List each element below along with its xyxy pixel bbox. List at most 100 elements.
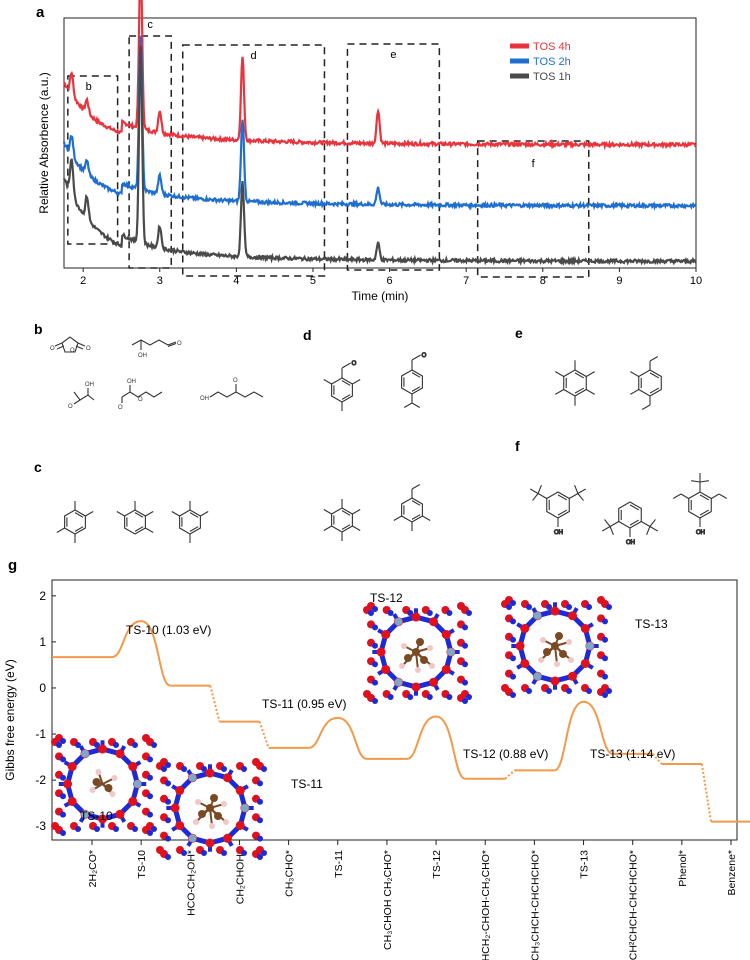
- aluminum-atom: [510, 673, 516, 680]
- hydrogen-atom: [427, 645, 433, 651]
- aluminum-atom: [566, 604, 572, 610]
- chromatogram-x-ticks: 2 3 4 5 6 7 8 9 10: [80, 268, 702, 287]
- panel-label-g: g: [8, 557, 17, 574]
- aluminum-atom: [602, 618, 608, 625]
- aluminum-atom: [510, 618, 516, 625]
- hydrogen-atom: [415, 667, 421, 673]
- aluminum-atom: [586, 604, 592, 610]
- ts10-barrier-label: TS-10 (1.03 eV): [126, 623, 211, 637]
- x-category-label: CH₃CHOHCH₂-CHOH-CH₂CHO*: [480, 850, 492, 960]
- molecules-d: OO: [323, 352, 431, 541]
- silicon-atom: [188, 834, 197, 843]
- molecules-b: [54, 336, 264, 405]
- silicon-atom: [240, 804, 249, 812]
- aluminum-atom: [602, 636, 608, 643]
- aluminum-atom: [606, 688, 612, 694]
- x-tick-label: 8: [540, 275, 546, 287]
- molecules-c: [56, 501, 209, 543]
- oxygen-atom: [98, 814, 107, 824]
- hydrogen-atom: [538, 657, 544, 663]
- carbon-atom: [555, 632, 563, 640]
- oxygen-atom: [441, 664, 451, 674]
- legend-label-2: TOS 1h: [533, 71, 571, 83]
- state-connector: [700, 763, 712, 822]
- region-label-c: c: [147, 19, 153, 31]
- oxygen-atom: [428, 617, 438, 627]
- ts-barrier-curve: [111, 620, 171, 687]
- x-category-label: TS-12: [431, 850, 443, 879]
- aluminum-atom: [510, 655, 516, 662]
- oxygen-atom: [376, 647, 386, 657]
- aluminum-atom: [462, 679, 468, 686]
- silicon-atom: [81, 749, 90, 758]
- aluminum-atom: [257, 798, 263, 805]
- aluminum-atom: [60, 830, 66, 836]
- oxygen-atom: [115, 809, 125, 819]
- molecule-bond: [415, 651, 419, 671]
- glyoxylic-acid-structure: [73, 388, 95, 405]
- carbon-atom: [543, 648, 551, 656]
- oxygen-atom: [128, 796, 138, 806]
- aluminum-atom: [602, 692, 608, 698]
- hydrogen-atom: [566, 639, 572, 645]
- aluminum-atom: [372, 679, 378, 686]
- state-connector: [258, 721, 270, 749]
- oxygen-atom: [580, 658, 590, 668]
- aluminum-atom: [94, 826, 100, 832]
- aluminum-atom: [602, 655, 608, 662]
- oxygen-atom: [520, 624, 530, 634]
- aluminum-atom: [165, 817, 171, 824]
- aluminum-atom: [151, 742, 157, 748]
- ts11-structure-image: [156, 758, 267, 860]
- aluminum-atom: [462, 642, 468, 649]
- energy-annotations: TS-10 (1.03 eV) TS-11 (0.95 eV) TS-12 (0…: [80, 591, 675, 823]
- aluminum-atom: [372, 661, 378, 668]
- aluminum-atom: [147, 830, 153, 836]
- chromatogram-y-label: Relative Absorbence (a.u.): [37, 72, 51, 213]
- x-category-label: HCO-CH₂OH*: [185, 850, 197, 916]
- aluminum-atom: [446, 610, 453, 616]
- aluminum-atom: [257, 835, 263, 842]
- carbon-atom: [210, 794, 218, 802]
- oxygen-atom: [128, 762, 138, 772]
- svg-text:O: O: [70, 348, 75, 354]
- region-label-e: e: [390, 49, 396, 61]
- hydrogen-atom: [209, 823, 215, 829]
- chromatogram-regions: b c d e f: [67, 19, 590, 278]
- oxygen-atom: [205, 768, 215, 778]
- aluminum-atom: [181, 766, 187, 772]
- aluminum-atom: [147, 793, 153, 800]
- aluminum-atom: [372, 624, 378, 631]
- aluminum-atom: [566, 688, 572, 694]
- ethoxyacetic-acid-structure: [121, 385, 163, 403]
- aluminum-atom: [132, 826, 138, 832]
- svg-text:OH: OH: [696, 530, 705, 536]
- oxygen-atom: [205, 838, 215, 848]
- aluminum-atom: [257, 817, 263, 824]
- oxygen-atom: [175, 820, 185, 830]
- svg-text:OH: OH: [85, 382, 94, 388]
- aluminum-atom: [75, 742, 81, 748]
- state-connector: [504, 769, 516, 780]
- oxygen-atom: [428, 677, 438, 687]
- energy-y-label: Gibbs free energy (eV): [3, 659, 17, 780]
- svg-text:OH: OH: [127, 379, 136, 385]
- oxygen-atom: [235, 820, 245, 830]
- x-tick-label: 10: [690, 275, 702, 287]
- x-tick-label: 2: [80, 275, 86, 287]
- aluminum-atom: [113, 742, 119, 748]
- x-category-label: CH₃CHO*: [284, 850, 296, 897]
- oxygen-atom: [515, 641, 525, 651]
- region-label-d: d: [251, 50, 257, 62]
- aluminum-atom: [426, 610, 433, 616]
- region-box-c: [128, 35, 172, 269]
- ts-barrier-curve: [308, 716, 368, 760]
- carbon-atom: [416, 638, 424, 646]
- legend-label-0: TOS 4h: [533, 41, 571, 53]
- aluminum-atom: [147, 756, 153, 763]
- aluminum-atom: [165, 798, 171, 805]
- oxygen-atom: [567, 671, 577, 681]
- aluminum-atom: [165, 854, 171, 860]
- legend-label-1: TOS 2h: [533, 56, 571, 68]
- aluminum-atom: [56, 742, 62, 748]
